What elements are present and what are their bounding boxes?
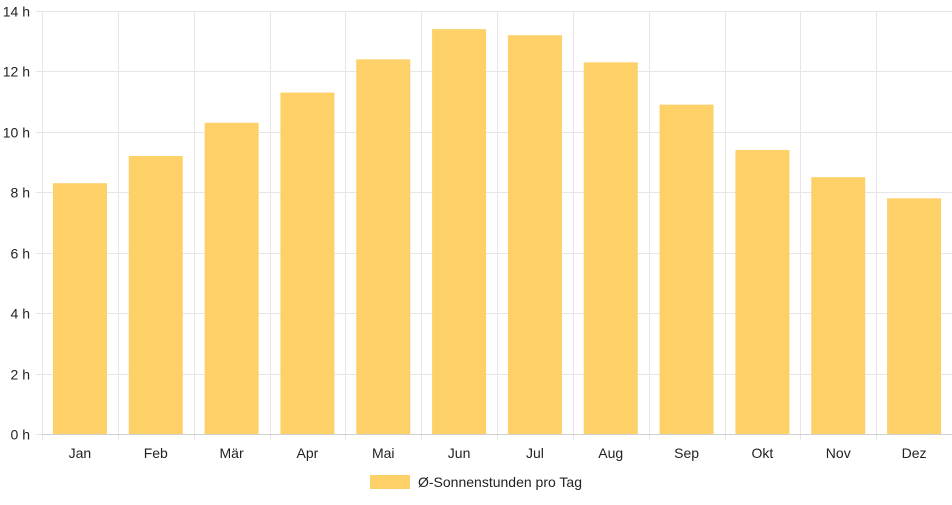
x-tick-label: Nov (826, 445, 851, 461)
y-tick-label: 8 h (11, 185, 30, 201)
bar-jul[interactable] (507, 35, 562, 435)
x-tick-label: Aug (598, 445, 623, 461)
bar-mai[interactable] (356, 59, 411, 434)
bar-sep[interactable] (659, 104, 714, 435)
y-tick-label: 0 h (11, 427, 30, 443)
x-tick-label: Okt (752, 445, 774, 461)
y-tick-label: 4 h (11, 306, 30, 322)
x-tick-label: Dez (902, 445, 927, 461)
axes: 0 h 2 h 4 h 6 h 8 h 10 h 12 h 14 h Jan Feb Mär Apr M… (3, 4, 952, 461)
bar-nov[interactable] (811, 177, 866, 434)
legend[interactable]: Ø-Sonnenstunden pro Tag (370, 474, 582, 490)
x-tick-label: Mai (372, 445, 395, 461)
bar-feb[interactable] (128, 156, 183, 434)
x-tick-label: Mär (220, 445, 244, 461)
x-tick-label: Feb (144, 445, 168, 461)
x-tick-label: Jun (448, 445, 471, 461)
bars (52, 29, 942, 435)
x-tick-label: Jul (526, 445, 544, 461)
bar-aug[interactable] (583, 62, 638, 434)
y-tick-label: 14 h (3, 4, 30, 20)
legend-label[interactable]: Ø-Sonnenstunden pro Tag (418, 474, 582, 490)
y-tick-label: 6 h (11, 246, 30, 262)
x-tick-label: Sep (674, 445, 699, 461)
x-tick-label: Apr (297, 445, 319, 461)
y-tick-label: 2 h (11, 367, 30, 383)
y-tick-label: 10 h (3, 125, 30, 141)
bar-mär[interactable] (204, 122, 259, 435)
legend-swatch[interactable] (370, 475, 410, 489)
bar-okt[interactable] (735, 149, 790, 434)
bar-apr[interactable] (280, 92, 335, 434)
bar-jan[interactable] (52, 183, 107, 434)
grid-lines (36, 11, 952, 440)
x-tick-label: Jan (69, 445, 92, 461)
bar-dez[interactable] (887, 198, 942, 434)
y-tick-label: 12 h (3, 64, 30, 80)
bar-jun[interactable] (432, 29, 487, 434)
